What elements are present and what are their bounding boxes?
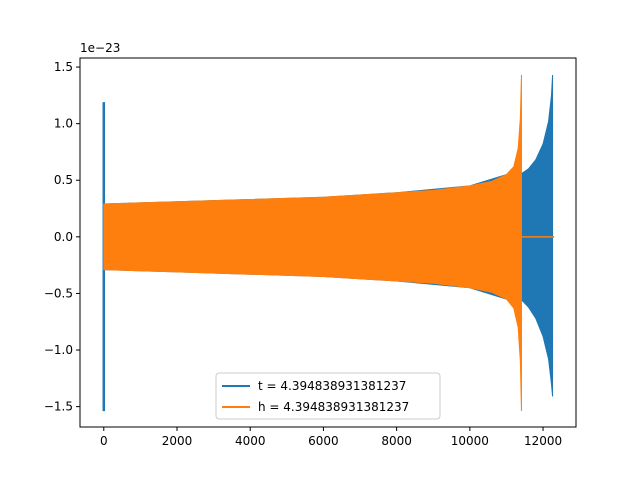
y-offset-text: 1e−23 (80, 41, 120, 55)
legend-label-t: t = 4.394838931381237 (258, 379, 406, 393)
oscillation-envelope (521, 74, 554, 397)
x-tick-label: 0 (100, 434, 108, 448)
x-tick-label: 4000 (235, 434, 266, 448)
y-tick-label: 1.0 (54, 117, 73, 131)
x-axis: 0 2000 4000 6000 8000 10000 12000 (100, 427, 562, 448)
y-tick-label: 1.5 (54, 60, 73, 74)
y-tick-label: 0.5 (54, 173, 73, 187)
series-h (103, 74, 555, 412)
legend-label-h: h = 4.394838931381237 (258, 400, 409, 414)
x-tick-label: 10000 (451, 434, 489, 448)
legend-box (215, 372, 441, 420)
series-layer (102, 74, 555, 412)
axes-frame (79, 57, 577, 428)
x-tick-label: 8000 (381, 434, 412, 448)
x-tick-label: 6000 (308, 434, 339, 448)
x-tick-label: 12000 (524, 434, 562, 448)
x-tick-label: 2000 (162, 434, 193, 448)
y-tick-label: −1.5 (44, 400, 73, 414)
y-tick-label: 0.0 (54, 230, 73, 244)
y-tick-label: −0.5 (44, 286, 73, 300)
y-axis: −1.5 −1.0 −0.5 0.0 0.5 1.0 1.5 (44, 60, 80, 414)
y-tick-label: −1.0 (44, 343, 73, 357)
legend: t = 4.394838931381237 h = 4.394838931381… (215, 372, 441, 420)
oscillation-envelope (103, 74, 522, 412)
